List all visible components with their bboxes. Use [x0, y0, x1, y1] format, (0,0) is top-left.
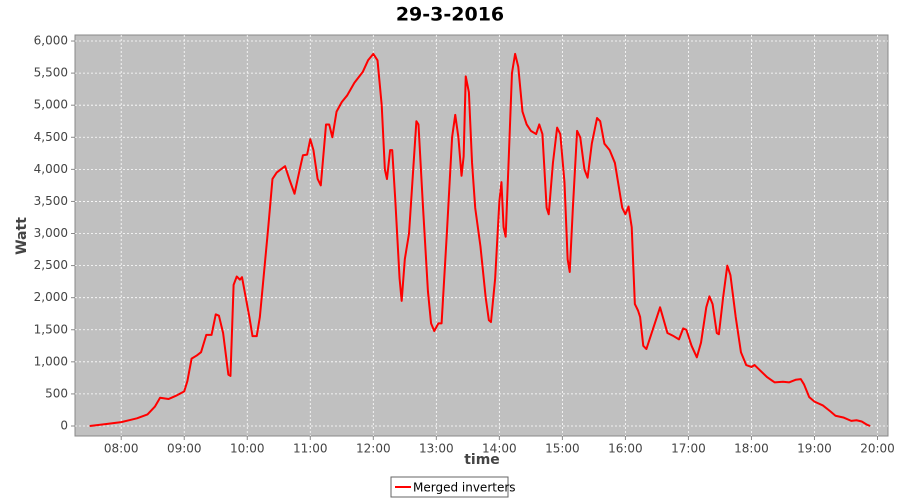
- data-line: [89, 52, 871, 427]
- y-tick-label: 5,500: [34, 66, 68, 80]
- y-tick-label: 5,000: [34, 98, 68, 112]
- plot-area: [74, 34, 889, 437]
- legend-label: Merged inverters: [413, 481, 516, 495]
- y-tick-label: 4,500: [34, 130, 68, 144]
- y-tick-label: 0: [60, 418, 68, 432]
- y-tick-label: 3,000: [34, 226, 68, 240]
- y-tick-label: 3,500: [34, 194, 68, 208]
- y-tick-label: 2,000: [34, 290, 68, 304]
- x-tick-label: 09:00: [167, 442, 202, 456]
- legend: Merged inverters: [390, 476, 516, 498]
- y-axis-title: Watt: [14, 217, 30, 255]
- y-tick-label: 6,000: [34, 34, 68, 48]
- x-axis-title: time: [464, 452, 500, 468]
- chart-title: 29-3-2016: [396, 4, 504, 26]
- x-tick-label: 15:00: [545, 442, 580, 456]
- legend-box: [390, 476, 509, 498]
- y-tick-label: 1,000: [34, 354, 68, 368]
- y-tick-label: 4,000: [34, 162, 68, 176]
- x-tick-label: 13:00: [419, 442, 454, 456]
- x-tick-label: 14:00: [482, 442, 517, 456]
- y-tick-label: 2,500: [34, 258, 68, 272]
- y-tick-label: 500: [45, 386, 68, 400]
- x-tick-label: 12:00: [356, 442, 391, 456]
- y-tick-label: 1,500: [34, 322, 68, 336]
- x-tick-label: 08:00: [104, 442, 139, 456]
- x-tick-label: 16:00: [608, 442, 643, 456]
- x-tick-label: 17:00: [671, 442, 706, 456]
- x-tick-label: 19:00: [797, 442, 832, 456]
- x-tick-label: 11:00: [293, 442, 328, 456]
- x-tick-label: 10:00: [230, 442, 265, 456]
- x-tick-label: 20:00: [860, 442, 895, 456]
- x-tick-label: 18:00: [734, 442, 769, 456]
